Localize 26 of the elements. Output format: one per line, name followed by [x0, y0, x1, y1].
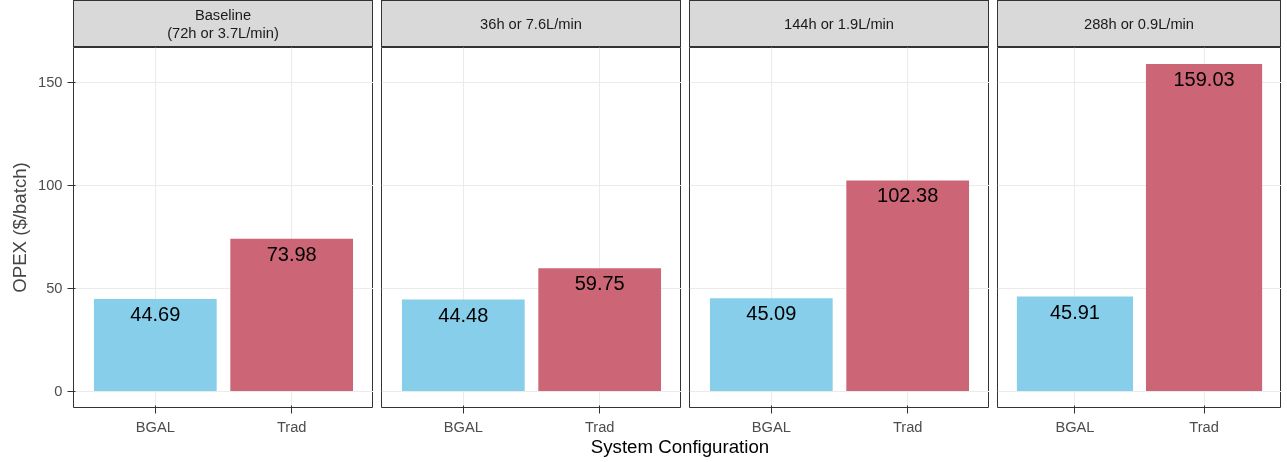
x-tick-label: BGAL — [751, 418, 791, 435]
chart-title: 36h or 7.6L/min — [480, 14, 582, 33]
data-label: 45.09 — [746, 302, 797, 325]
x-tick-label: Trad — [276, 418, 307, 435]
data-label: 73.98 — [266, 242, 317, 265]
y-axis-title: OPEX ($/batch) — [9, 162, 31, 293]
data-label: 159.03 — [1173, 67, 1235, 90]
x-tick-label: BGAL — [1055, 418, 1095, 435]
x-tick-label: BGAL — [135, 418, 175, 435]
y-tick-label: 100 — [38, 177, 63, 194]
chart-title: 144h or 1.9L/min — [784, 14, 894, 33]
chart-title: 288h or 0.9L/min — [1084, 14, 1194, 33]
data-label: 44.69 — [130, 303, 181, 326]
data-label: 44.48 — [438, 303, 489, 326]
y-tick-label: 150 — [38, 74, 63, 91]
y-tick-label: 50 — [46, 280, 63, 297]
x-tick-label: Trad — [1189, 418, 1219, 435]
x-tick-label: Trad — [892, 418, 923, 435]
y-tick-label: 0 — [54, 383, 63, 400]
data-label: 59.75 — [574, 272, 625, 295]
x-axis-title: System Configuration — [590, 436, 770, 457]
data-label: 102.38 — [877, 184, 939, 207]
x-tick-label: BGAL — [443, 418, 483, 435]
chart-title: Baseline (72h or 3.7L/min) — [167, 5, 279, 42]
x-tick-label: Trad — [584, 418, 615, 435]
data-label: 45.91 — [1049, 300, 1100, 323]
